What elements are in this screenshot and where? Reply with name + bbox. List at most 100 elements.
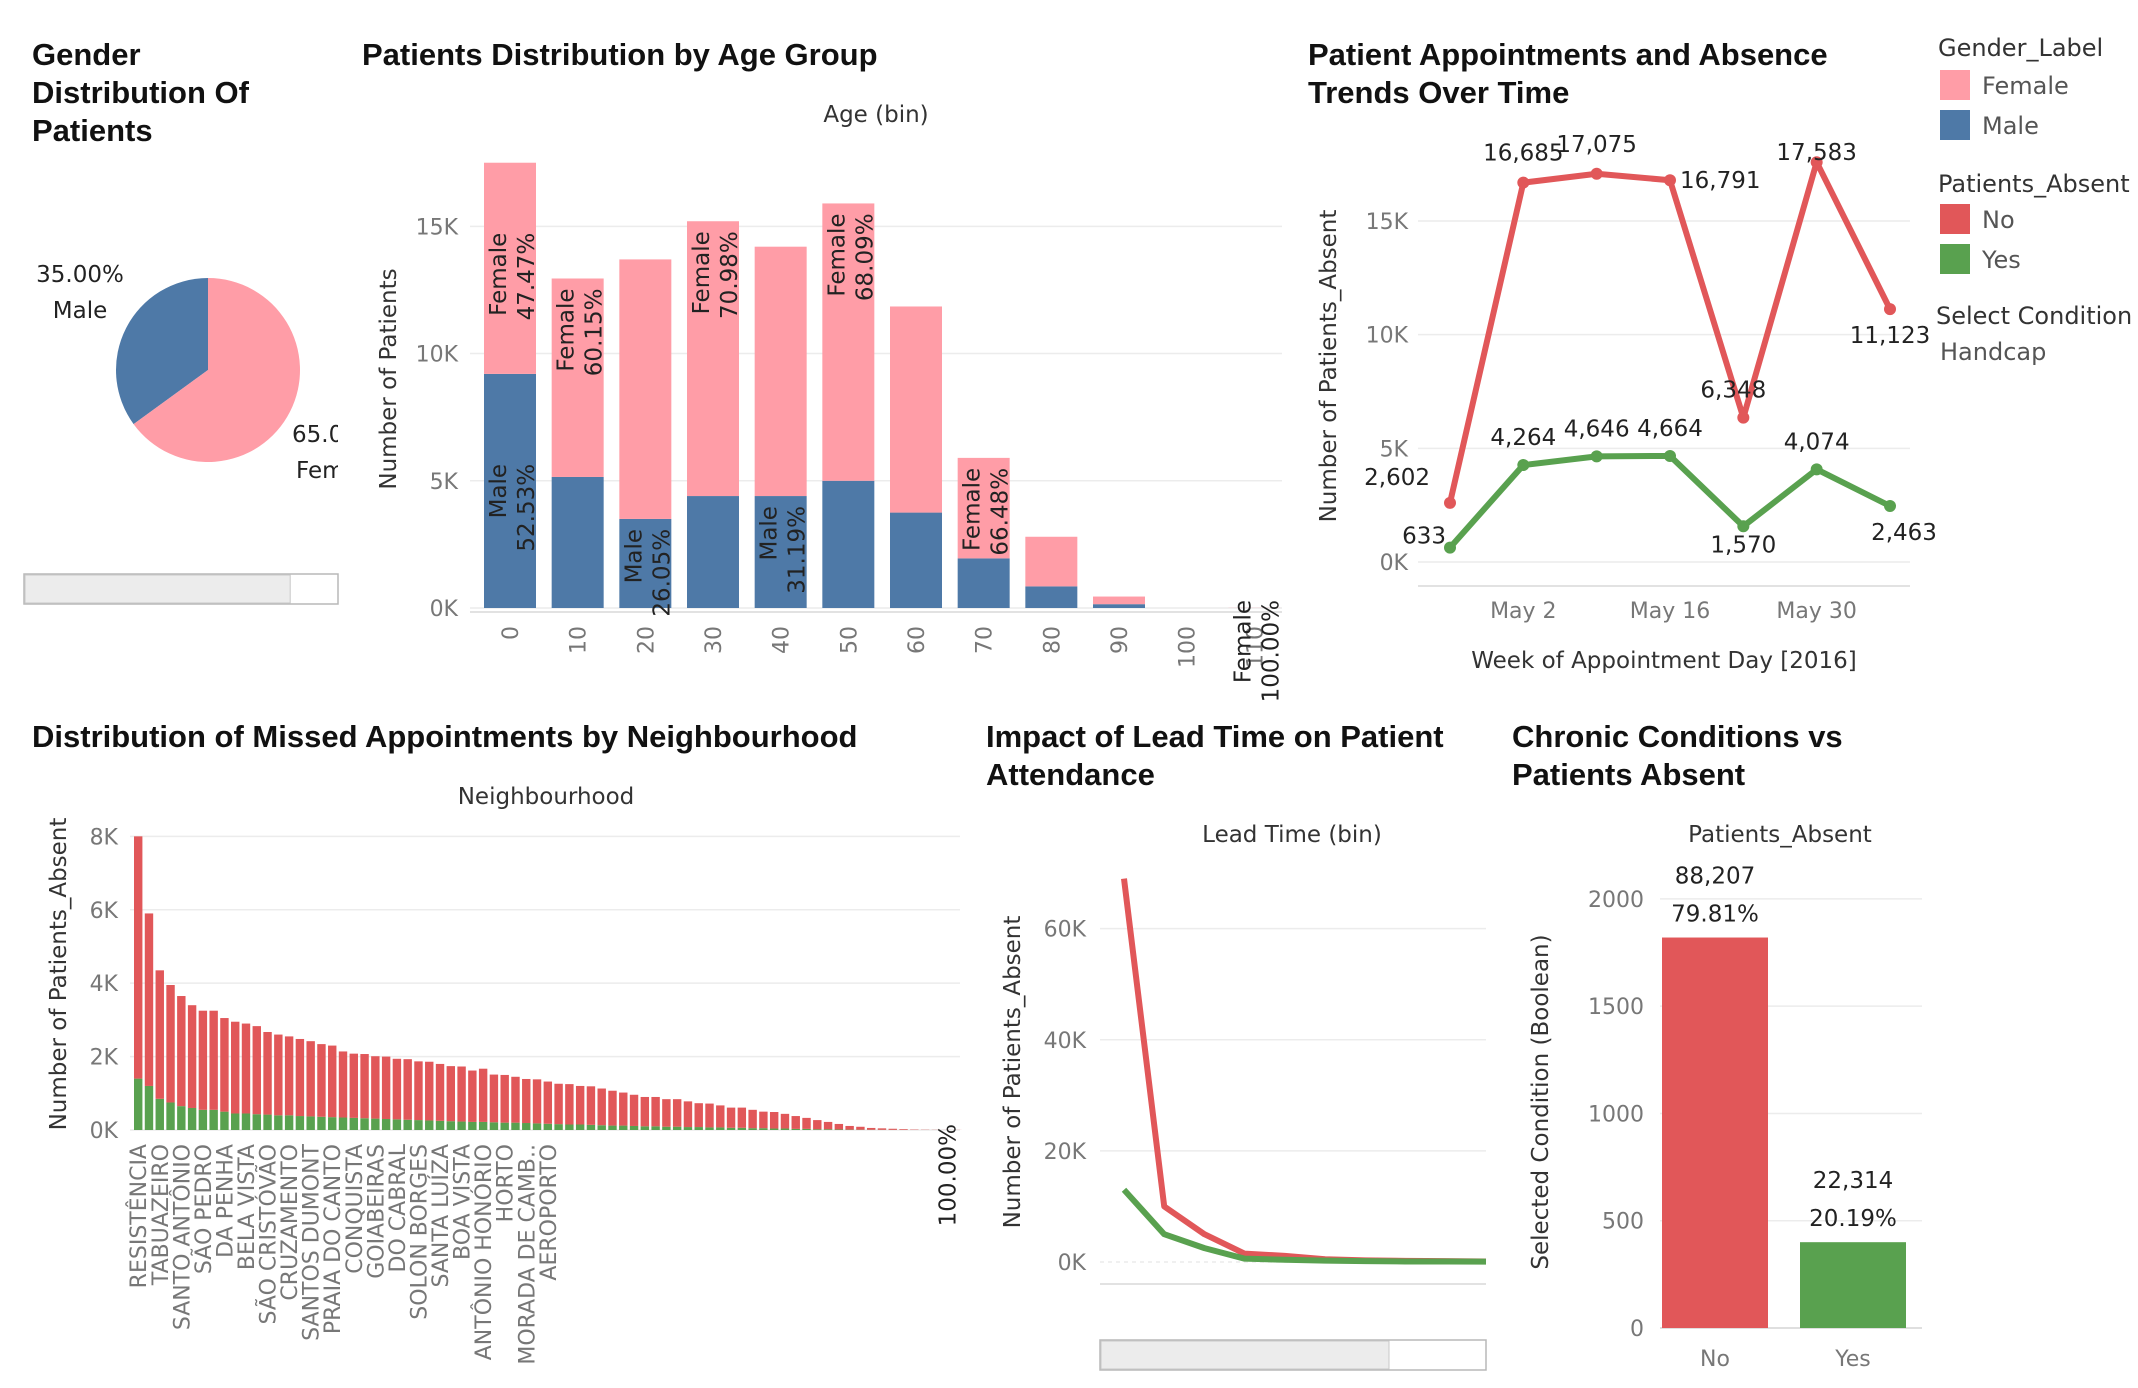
trend-point-yes — [1590, 450, 1603, 463]
nbh-ytick-label: 6K — [90, 899, 119, 924]
nbh-bar-yes — [694, 1127, 703, 1130]
nbh-bar-no — [597, 1088, 606, 1126]
age-annotation-pct: 70.98% — [717, 231, 743, 319]
legend-swatch-absent-no[interactable] — [1940, 204, 1970, 234]
nbh-bar-no — [284, 1036, 294, 1116]
nbh-bar-yes — [403, 1119, 412, 1130]
nbh-bar-no — [802, 1117, 811, 1129]
neighbourhood-chart-title: Distribution of Missed Appointments by N… — [32, 719, 858, 754]
trend-ytick-label: 0K — [1380, 551, 1409, 576]
legend-swatch-absent-yes[interactable] — [1940, 244, 1970, 274]
age-ytick-label: 15K — [416, 215, 459, 240]
nbh-bar-yes — [619, 1125, 628, 1130]
nbh-bar-no — [640, 1096, 650, 1127]
trend-point-label: 2,602 — [1364, 465, 1430, 491]
lead-xtick-label: 112 — [1435, 1296, 1460, 1338]
age-bar-male — [687, 496, 739, 608]
nbh-bar-no — [425, 1061, 434, 1121]
nbh-bar-yes — [317, 1116, 326, 1130]
nbh-bar-yes — [726, 1127, 736, 1130]
nbh-bar-no — [651, 1096, 660, 1127]
nbh-bar-no — [231, 1021, 240, 1114]
legend-swatch-female[interactable] — [1940, 70, 1970, 100]
nbh-bar-no — [877, 1128, 887, 1130]
age-xtick-label: 60 — [905, 626, 930, 654]
trend-point-label: 16,791 — [1680, 168, 1760, 194]
trend-ytick-label: 5K — [1380, 437, 1409, 462]
condition-filter-value[interactable]: Handcap — [1940, 338, 2046, 366]
nbh-bar-no — [629, 1094, 639, 1126]
nbh-bar-yes — [328, 1117, 337, 1130]
chronic-column-header: Patients_Absent — [1688, 822, 1872, 848]
lead-ytick-label: 20K — [1044, 1140, 1087, 1165]
nbh-xtick-label: DA PENHA — [213, 1144, 238, 1258]
age-bar-male — [1093, 604, 1145, 608]
nbh-bar-yes — [672, 1126, 682, 1130]
legend-absent-title: Patients_Absent — [1938, 170, 2130, 198]
trend-point-no — [1664, 174, 1676, 187]
nbh-bar-no — [608, 1090, 617, 1126]
legend-panel: Gender_Label Female Male Patients_Absent No Y… — [1936, 34, 2132, 366]
nbh-bar-yes — [144, 1085, 154, 1130]
trend-xtick-label: May 16 — [1630, 599, 1710, 624]
age-annotation-pct: 47.47% — [514, 233, 540, 321]
nbh-bar-yes — [338, 1117, 348, 1130]
chronic-pct-label: 79.81% — [1671, 902, 1759, 928]
legend-gender-title: Gender_Label — [1938, 34, 2103, 62]
nbh-bar-yes — [834, 1129, 844, 1130]
nbh-xtick-label: MORADA DE CAMB.. — [515, 1144, 540, 1365]
age-annotation-pct: 31.19% — [785, 506, 811, 594]
nbh-bar-yes — [209, 1109, 218, 1130]
nbh-xtick-label: AEROPORTO — [537, 1144, 562, 1281]
chronic-bar-chart: 0 500 1000 1500 2000 Patients_Absent Selected … — [1528, 822, 1922, 1372]
nbh-bar-yes — [360, 1118, 369, 1130]
trend-point-label: 17,583 — [1776, 140, 1856, 166]
age-bar-female — [484, 162, 536, 374]
legend-label-female: Female — [1982, 72, 2069, 100]
nbh-bar-no — [371, 1056, 380, 1119]
nbh-xtick-label: CONQUISTA — [343, 1144, 368, 1274]
age-xtick-label: 90 — [1108, 626, 1133, 654]
nbh-bar-no — [791, 1116, 800, 1129]
age-bar-male — [484, 373, 536, 608]
age-annotation-pct: 26.05% — [649, 529, 675, 617]
lead-scrollbar-thumb[interactable] — [1100, 1340, 1390, 1370]
trend-point-yes — [1517, 459, 1530, 472]
pie-slice-female — [133, 278, 300, 462]
nbh-xtick-label: SOLON BORGES — [407, 1144, 432, 1320]
trend-line-chart: 0K 5K 10K 15K May 2 May 16 May 30 Week of Appoi… — [1316, 132, 1937, 674]
pie-label-male-pct: 35.00% — [36, 262, 124, 288]
nbh-xtick-label: SANTO ANTÔNIO — [169, 1144, 195, 1330]
nbh-column-header: Neighbourhood — [458, 784, 635, 810]
nbh-xtick-label: HORTO — [494, 1144, 519, 1222]
nbh-bar-yes — [284, 1115, 294, 1130]
age-bar-male — [822, 480, 875, 608]
nbh-bar-no — [489, 1074, 499, 1123]
trend-point-no — [1810, 156, 1823, 169]
trend-point-label: 16,685 — [1483, 141, 1563, 167]
chronic-ytick-label: 500 — [1602, 1210, 1644, 1235]
age-xtick-label: 80 — [1040, 626, 1065, 654]
nbh-bar-yes — [295, 1116, 305, 1130]
trend-point-yes — [1444, 541, 1456, 554]
nbh-xtick-label: BELA VISTA — [235, 1144, 260, 1270]
age-annotation-name: Female — [554, 288, 580, 371]
chronic-pct-label: 20.19% — [1809, 1206, 1897, 1232]
trend-x-axis-label: Week of Appointment Day [2016] — [1471, 648, 1856, 674]
nbh-bar-yes — [414, 1120, 423, 1130]
nbh-bar-yes — [371, 1118, 380, 1130]
age-xtick-label: 70 — [973, 626, 998, 654]
legend-swatch-male[interactable] — [1940, 110, 1970, 140]
lead-time-line-chart: 0K 20K 40K 60K Lead Time (bin) Number of Pati… — [1000, 822, 1487, 1371]
nbh-bar-yes — [791, 1128, 800, 1130]
nbh-bar-no — [845, 1125, 854, 1130]
nbh-bar-no — [500, 1074, 509, 1123]
trend-ytick-label: 10K — [1366, 324, 1409, 349]
age-bar-female — [619, 259, 672, 519]
nbh-bar-yes — [565, 1124, 574, 1130]
gender-scrollbar-thumb[interactable] — [24, 574, 291, 604]
nbh-ytick-label: 4K — [90, 972, 119, 997]
nbh-bar-no — [360, 1054, 369, 1119]
nbh-xtick-label: SANTOS DUMONT — [300, 1143, 325, 1340]
pie-label-female-pct: 65.0 — [292, 422, 343, 448]
